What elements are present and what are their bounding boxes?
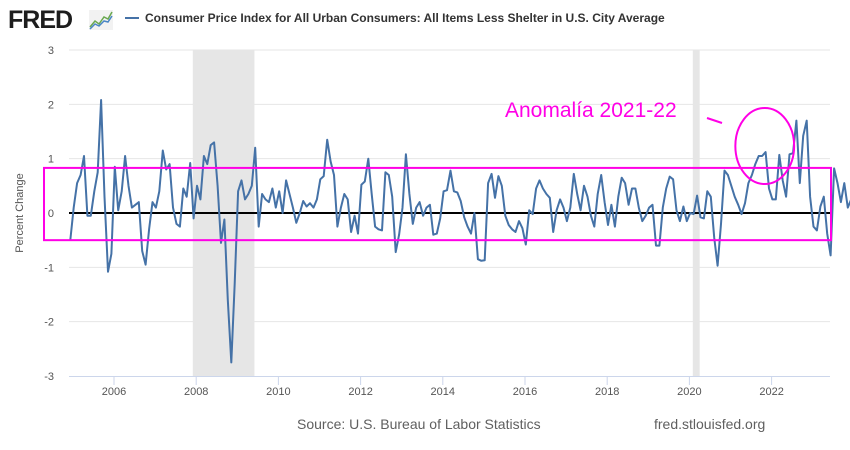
y-axis-ticks: 3 2 1 0 -1 -2 -3 (44, 45, 54, 383)
series-line (69, 99, 850, 364)
y-axis-title: Percent Change (14, 173, 26, 253)
x-tick-label: 2014 (431, 386, 455, 398)
annotation-band-rect (43, 166, 832, 242)
line-graph-icon (89, 10, 113, 30)
fred-logo[interactable]: FRED (8, 6, 73, 34)
legend-label: Consumer Price Index for All Urban Consu… (145, 11, 665, 25)
y-tick-label: 3 (48, 45, 54, 57)
y-tick-label: 0 (48, 208, 54, 220)
x-tick-label: 2008 (184, 386, 208, 398)
x-tick-label: 2016 (513, 386, 537, 398)
annotation-label: Anomalía 2021-22 (505, 99, 677, 122)
y-tick-label: -1 (44, 262, 54, 274)
legend-item[interactable]: Consumer Price Index for All Urban Consu… (125, 11, 665, 25)
y-tick-label: -2 (44, 317, 54, 329)
x-tick-label: 2012 (348, 386, 372, 398)
chart-header: FRED Consumer Price Index for All Urban … (0, 0, 850, 40)
x-tick-label: 2022 (759, 386, 783, 398)
y-tick-label: 1 (48, 154, 54, 166)
legend-swatch (125, 17, 139, 19)
x-tick-label: 2010 (266, 386, 290, 398)
y-tick-label: -3 (44, 371, 54, 383)
x-tick-label: 2020 (677, 386, 701, 398)
x-tick-label: 2006 (102, 386, 126, 398)
y-tick-label: 2 (48, 99, 54, 111)
gridlines-group (69, 49, 830, 323)
x-axis-ticks: 2006 2008 2010 2012 2014 2016 2018 2020 2022 (102, 376, 784, 398)
series-points-group (70, 100, 850, 363)
x-tick-label: 2018 (595, 386, 619, 398)
annotation-connector (706, 117, 723, 124)
annotation-ellipse (734, 107, 796, 185)
source-label: Source: U.S. Bureau of Labor Statistics (297, 416, 541, 432)
fred-url-link[interactable]: fred.stlouisfed.org (654, 416, 766, 432)
